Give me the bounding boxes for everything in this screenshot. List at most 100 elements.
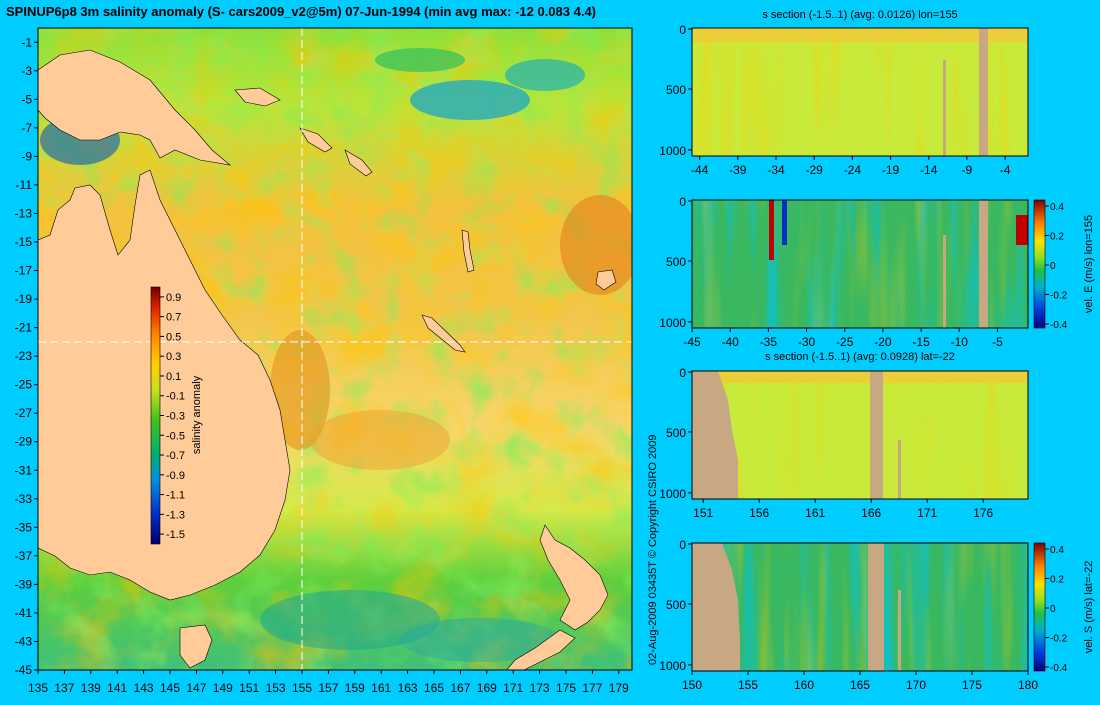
section-x-tick-label: 175 — [962, 678, 982, 692]
section-x-tick-label: 160 — [794, 678, 814, 692]
map-y-tick-label: -39 — [15, 577, 33, 591]
map-x-tick-label: 163 — [398, 681, 418, 695]
colorbar-gradient — [150, 286, 161, 545]
section-x-tick-label: -4 — [1000, 163, 1011, 177]
section-salinity-lat: s section (-1.5..1) (avg: 0.0928) lat=-2… — [659, 351, 1029, 520]
map-fresh-eddy — [505, 59, 585, 91]
map-y-tick-label: -23 — [15, 349, 33, 363]
section-1-land — [979, 28, 988, 156]
section-x-tick-label: -39 — [729, 163, 747, 177]
colorbar-tick-label: -0.7 — [166, 450, 185, 462]
section-2-land — [979, 200, 988, 328]
map-frame — [37, 27, 633, 671]
section-y-tick-label: 500 — [666, 83, 686, 97]
map-saline-patch — [310, 410, 450, 470]
colorbar-tick-label: -0.5 — [166, 430, 185, 442]
map-y-tick-label: -3 — [21, 64, 32, 78]
colorbar-ticks: 0.9 0.7 0.5 0.3 0.1 -0.1 -0.3 -0.5 -0.7 -0.9 -1.1 -… — [160, 292, 185, 541]
map-land-vanuatu — [461, 229, 475, 273]
salinity-colorbar: 0.9 0.7 0.5 0.3 0.1 -0.1 -0.3 -0.5 -0.7 -0.9 -1.1 -… — [150, 286, 203, 545]
map-x-tick-label: 175 — [556, 681, 576, 695]
velocity-e-colorbar — [1033, 199, 1046, 329]
map-x-tick-label: 155 — [292, 681, 312, 695]
colorbar-tick-label: -1.1 — [166, 490, 185, 502]
section-x-tick-label: -40 — [722, 335, 740, 349]
section-y-tick-label: 1000 — [659, 487, 686, 501]
colorbar-tick-label: 0.2 — [1050, 575, 1064, 586]
map-y-tick-label: -41 — [15, 606, 33, 620]
section-x-tick-label: 171 — [917, 506, 937, 520]
map-land-new-caledonia — [421, 314, 466, 353]
map-y-tick-label: -17 — [15, 264, 33, 278]
section-x-tick-label: -29 — [806, 163, 824, 177]
map-x-tick-label: 145 — [160, 681, 180, 695]
map-y-tick-label: -27 — [15, 406, 33, 420]
map-y-tick-label: -13 — [15, 206, 33, 220]
section-2-jet — [769, 200, 774, 260]
map-y-tick-label: -33 — [15, 492, 33, 506]
velocity-e-colorbar-ticks: 0.4 0.2 0 -0.2 -0.4 — [1045, 202, 1068, 331]
map-fresh-eddy — [400, 618, 560, 662]
map-x-tick-label: 157 — [318, 681, 338, 695]
colorbar-tick-label: -0.9 — [166, 470, 185, 482]
map-fresh-eddy — [375, 48, 465, 72]
colorbar-tick-label: 0.7 — [166, 312, 181, 324]
colorbar-tick-label: 0 — [1050, 261, 1056, 272]
section-velocity-south: 150 155 160 165 170 175 180 0 500 1000 0.4 0.2 0 -0.… — [659, 538, 1095, 692]
section-x-tick-label: 156 — [749, 506, 769, 520]
map-title: SPINUP6p8 3m salinity anomaly (S- cars20… — [6, 4, 596, 19]
section-2-axes: -45 -40 -35 -30 -25 -20 -15 -10 -5 0 500 1000 — [659, 195, 1003, 349]
section-2-land — [943, 235, 946, 328]
map-x-tick-label: 179 — [609, 681, 629, 695]
colorbar-tick-label: -0.2 — [1050, 291, 1068, 302]
map-y-tick-label: -35 — [15, 520, 33, 534]
colorbar-tick-label: 0.5 — [166, 331, 181, 343]
map-y-tick-label: -37 — [15, 549, 33, 563]
map-x-tick-label: 137 — [54, 681, 74, 695]
map-y-tick-label: -29 — [15, 435, 33, 449]
copyright-text: 02-Aug-2009 03435T © Copyright CSIRO 200… — [647, 435, 659, 665]
section-2-jet — [782, 200, 787, 245]
section-x-tick-label: -5 — [992, 335, 1003, 349]
map-y-tick-label: -19 — [15, 292, 33, 306]
section-1-axes: -44 -39 -34 -29 -24 -19 -14 -9 -4 0 500 1000 — [659, 23, 1010, 177]
map-y-tick-label: -21 — [15, 321, 33, 335]
map-land-new-britain — [234, 87, 281, 107]
section-x-tick-label: 161 — [805, 506, 825, 520]
velocity-s-colorbar-ticks: 0.4 0.2 0 -0.2 -0.4 — [1045, 545, 1068, 674]
section-x-tick-label: 180 — [1018, 678, 1038, 692]
map-x-tick-label: 169 — [477, 681, 497, 695]
map-land-new-guinea — [38, 49, 232, 166]
map-fresh-eddy — [260, 590, 440, 650]
velocity-s-colorbar-label: vel. S (m/s) lat=-22 — [1083, 561, 1095, 654]
section-4-axes: 150 155 160 165 170 175 180 0 500 1000 — [659, 538, 1038, 692]
colorbar-tick-label: -0.2 — [1050, 634, 1068, 645]
map-x-tick-label: 165 — [424, 681, 444, 695]
section-x-tick-label: -25 — [836, 335, 854, 349]
map-land-new-zealand — [506, 629, 576, 670]
colorbar-label: salinity anomaly — [191, 375, 203, 454]
section-x-tick-label: -45 — [683, 335, 701, 349]
section-x-tick-label: -35 — [760, 335, 778, 349]
section-3-texture — [692, 371, 1028, 499]
section-1-texture — [692, 28, 1028, 156]
map-x-tick-label: 159 — [345, 681, 365, 695]
map-x-tick-label: 135 — [28, 681, 48, 695]
section-4-texture — [692, 543, 1028, 671]
section-x-tick-label: 151 — [693, 506, 713, 520]
map-x-tick-label: 161 — [371, 681, 391, 695]
map-x-axis: 135 137 139 141 143 145 147 149 151 153 155 157 159 1… — [28, 670, 629, 695]
velocity-e-colorbar-label: vel. E (m/s) lon=155 — [1083, 215, 1095, 313]
section-x-tick-label: 165 — [850, 678, 870, 692]
section-y-tick-label: 0 — [679, 366, 686, 380]
colorbar-tick-label: 0.4 — [1050, 202, 1064, 213]
colorbar-tick-label: 0.3 — [166, 351, 181, 363]
map-y-tick-label: -11 — [16, 178, 33, 192]
map-y-axis: -1 -3 -5 -7 -9 -11 -13 -15 -17 -19 -21 -23 -25 -27 -29… — [15, 35, 38, 677]
section-2-frame — [691, 199, 1029, 329]
section-y-tick-label: 1000 — [659, 144, 686, 158]
map-y-tick-label: -43 — [15, 634, 33, 648]
section-4-land — [898, 590, 901, 671]
